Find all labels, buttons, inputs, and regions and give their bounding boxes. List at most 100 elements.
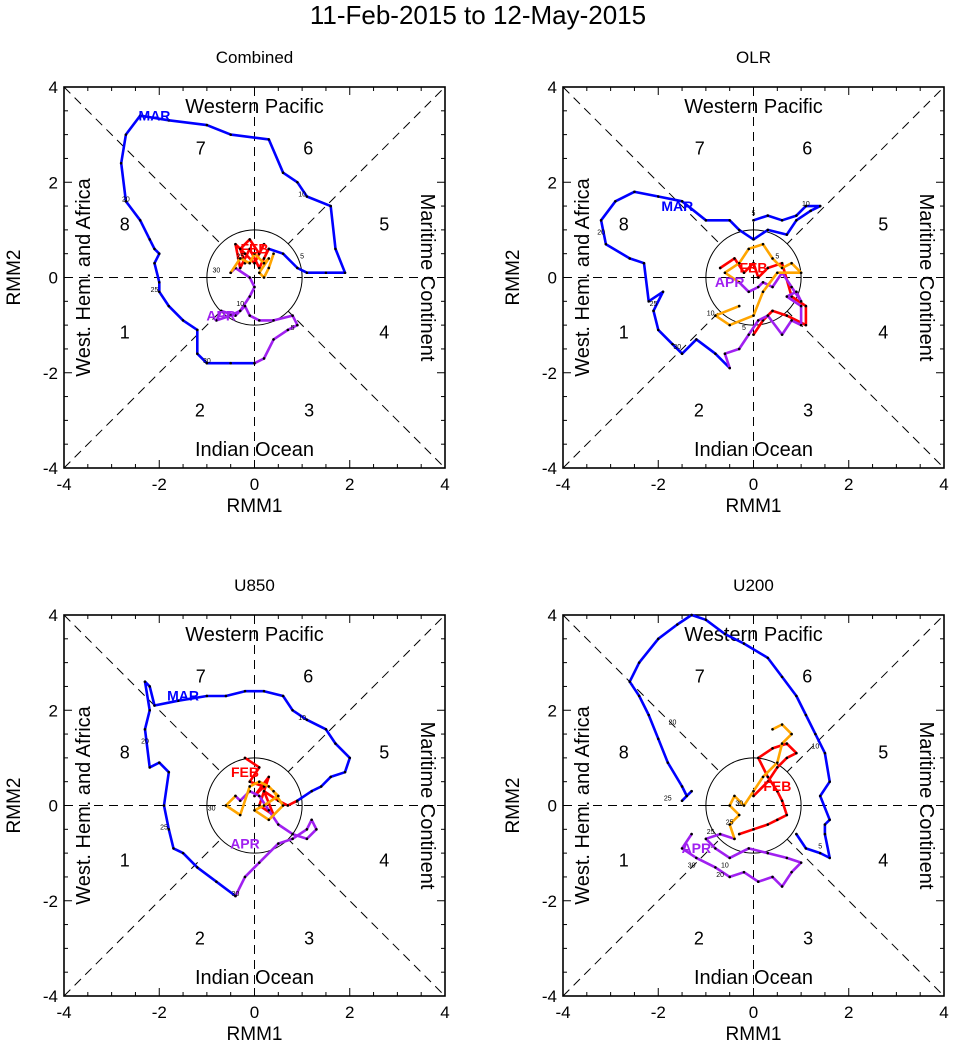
y-axis-title: RMM2 — [503, 250, 524, 306]
day-marker-apr — [790, 285, 793, 289]
day-marker-apr — [315, 828, 318, 831]
day-marker-may — [262, 804, 266, 807]
region-label-left: West. Hem. and Africa — [73, 705, 95, 904]
day-marker-mar — [804, 847, 808, 850]
day-marker-may — [790, 261, 793, 265]
day-marker-mar — [177, 699, 180, 703]
phase-label-2: 2 — [195, 928, 205, 948]
day-marker-mar — [704, 618, 708, 622]
day-marker-mar — [310, 789, 313, 793]
day-marker-mar — [305, 195, 309, 198]
day-marker-mar — [823, 823, 827, 826]
day-marker-mar — [143, 728, 147, 731]
day-marker-mar — [148, 708, 152, 712]
day-label: 25 — [160, 824, 168, 831]
day-marker-feb — [248, 238, 252, 241]
day-marker-feb — [742, 271, 746, 275]
day-marker-apr — [272, 319, 275, 322]
day-marker-may — [238, 257, 242, 260]
day-marker-apr — [737, 347, 741, 351]
day-marker-mar — [343, 271, 347, 275]
phase-label-7: 7 — [196, 139, 206, 159]
day-marker-mar — [656, 637, 660, 641]
day-marker-mar — [642, 261, 646, 265]
day-marker-feb — [262, 789, 266, 793]
day-marker-apr — [215, 319, 218, 322]
y-tick-label: -4 — [43, 987, 58, 1006]
day-marker-apr — [704, 837, 708, 841]
month-label-apr: APR — [682, 840, 712, 856]
day-marker-mar — [319, 785, 323, 788]
day-marker-mar — [153, 247, 156, 251]
day-marker-mar — [329, 775, 333, 779]
day-marker-mar — [157, 252, 161, 255]
phase-label-5: 5 — [379, 215, 389, 235]
day-marker-mar — [167, 770, 171, 774]
day-marker-mar — [704, 219, 708, 222]
day-marker-mar — [637, 694, 641, 698]
month-label-feb: FEB — [241, 241, 269, 257]
day-marker-mar — [818, 204, 822, 208]
y-tick-label: 4 — [49, 78, 58, 97]
day-marker-mar — [167, 304, 171, 308]
day-marker-mar — [148, 238, 152, 241]
day-marker-mar — [628, 257, 631, 260]
day-marker-feb — [785, 314, 789, 317]
day-marker-may — [737, 304, 741, 308]
day-marker-mar — [196, 866, 199, 869]
trajectory-apr — [723, 271, 803, 370]
day-marker-feb — [766, 775, 770, 779]
day-marker-may — [771, 728, 774, 731]
day-marker-mar — [780, 219, 784, 222]
phase-label-8: 8 — [619, 743, 629, 763]
day-marker-apr — [229, 314, 232, 317]
region-label-right: Maritime Continent — [915, 194, 937, 362]
phase-label-4: 4 — [878, 322, 888, 342]
day-marker-may — [728, 823, 731, 826]
phase-label-6: 6 — [303, 667, 313, 687]
day-marker-may — [752, 789, 755, 793]
day-marker-mar — [785, 233, 789, 236]
day-marker-mar — [224, 694, 228, 698]
day-marker-apr — [799, 323, 803, 327]
day-marker-mar — [281, 252, 285, 255]
day-marker-feb — [238, 247, 242, 251]
day-marker-feb — [238, 266, 242, 270]
day-label: 5 — [818, 843, 822, 850]
y-tick-label: 2 — [548, 173, 557, 192]
day-marker-feb — [752, 333, 755, 336]
day-marker-mar — [267, 247, 271, 251]
day-label: 10 — [236, 301, 244, 308]
day-marker-mar — [752, 238, 755, 241]
day-marker-feb — [257, 766, 261, 769]
day-marker-mar — [599, 219, 603, 222]
day-marker-may — [733, 794, 736, 798]
day-marker-mar — [766, 228, 770, 232]
day-marker-may — [234, 794, 237, 798]
y-tick-label: -2 — [542, 892, 557, 911]
day-marker-mar — [647, 300, 651, 303]
day-marker-mar — [296, 180, 299, 184]
day-marker-apr — [756, 285, 760, 289]
x-axis-title: RMM1 — [726, 1024, 782, 1045]
day-marker-mar — [124, 133, 128, 136]
day-label: 20 — [597, 230, 605, 237]
day-marker-mar — [661, 290, 665, 294]
day-marker-mar — [296, 266, 299, 270]
day-marker-feb — [780, 261, 784, 265]
day-marker-mar — [780, 675, 784, 679]
day-marker-apr — [799, 300, 803, 303]
day-marker-feb — [243, 756, 247, 760]
day-marker-mar — [348, 756, 352, 760]
x-tick-label: 4 — [939, 1003, 948, 1022]
day-marker-may — [262, 261, 266, 265]
day-marker-apr — [243, 875, 247, 879]
day-marker-mar — [656, 195, 660, 198]
phase-label-3: 3 — [803, 400, 813, 420]
day-marker-apr — [219, 309, 223, 313]
day-marker-mar — [804, 713, 808, 717]
y-axis-title: RMM2 — [4, 778, 25, 834]
region-label-bottom: Indian Ocean — [694, 439, 813, 461]
day-marker-feb — [733, 257, 736, 260]
day-marker-mar — [690, 613, 693, 617]
